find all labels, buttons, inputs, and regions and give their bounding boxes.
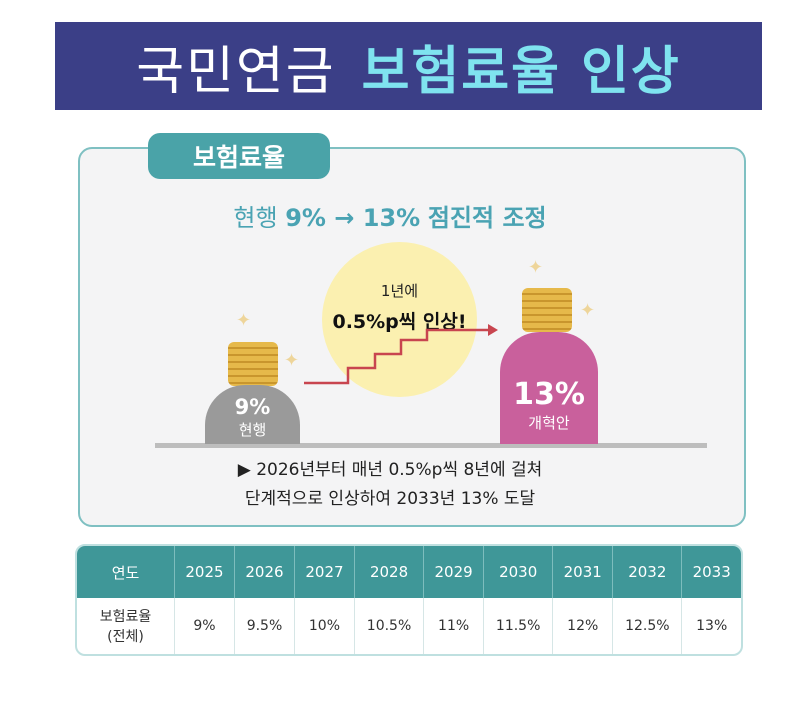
title-banner: 국민연금 보험료율 인상	[55, 22, 762, 110]
rate-cell: 11%	[424, 598, 485, 654]
sparkle-icon: ✦	[580, 300, 596, 321]
note-line1: ▶ 2026년부터 매년 0.5%p씩 8년에 걸쳐	[237, 460, 543, 480]
year-cell: 2031	[553, 546, 614, 598]
year-cell: 2025	[175, 546, 235, 598]
row-label: 보험료율 (전체)	[77, 598, 175, 654]
banner-title-part1: 국민연금	[136, 41, 336, 102]
rate-cell: 13%	[696, 618, 728, 634]
sparkle-icon: ✦	[284, 350, 300, 371]
bubble-line2: 0.5%p씩 인상!	[332, 311, 467, 333]
subtitle: 현행 9% → 13% 점진적 조정	[150, 198, 630, 233]
reform-label: 개혁안	[528, 414, 570, 432]
rate-cell: 9%	[175, 598, 235, 654]
year-cell: 2032	[613, 546, 683, 598]
rate-schedule-table: 연도 2025 2026 2027 2028 2029 2030 2031 20…	[75, 544, 743, 656]
table-header-row: 연도 2025 2026 2027 2028 2029 2030 2031 20…	[77, 546, 741, 598]
year-cell: 2029	[424, 546, 485, 598]
ground-line	[155, 443, 707, 448]
reform-rate-pillar: 13% 개혁안	[500, 332, 598, 444]
rate-cell: 10%	[295, 598, 355, 654]
rate-cell: 9.5%	[235, 598, 295, 654]
year-cell: 2033	[682, 546, 741, 598]
current-rate-pillar: 9% 현행	[205, 385, 300, 444]
rate-cell: 10.5%	[355, 598, 425, 654]
year-cell: 2026	[234, 546, 295, 598]
reform-percent: 13%	[513, 377, 585, 412]
subtitle-bold: 9% → 13%	[285, 204, 421, 232]
rate-cell: 11.5%	[484, 598, 554, 654]
subtitle-prefix: 현행	[233, 204, 278, 232]
row-label-line2: (전체)	[107, 629, 144, 645]
year-cell: 2027	[294, 546, 355, 598]
banner-title-part2: 보험료율 인상	[361, 41, 681, 102]
current-label: 현행	[238, 421, 267, 439]
header-label: 연도	[77, 546, 175, 598]
sparkle-icon: ✦	[236, 310, 252, 331]
current-percent: 9%	[234, 395, 271, 419]
coin-stack-icon	[228, 342, 278, 386]
section-tab: 보험료율	[148, 133, 330, 179]
row-label-line1: 보험료율	[99, 609, 152, 625]
note-line2: 단계적으로 인상하여 2033년 13% 도달	[244, 489, 536, 509]
note: ▶ 2026년부터 매년 0.5%p씩 8년에 걸쳐 단계적으로 인상하여 20…	[150, 456, 630, 514]
subtitle-suffix: 점진적 조정	[427, 204, 547, 232]
rate-cell: 12.5%	[613, 598, 683, 654]
bubble-line1: 1년에	[380, 282, 419, 300]
table-row: 보험료율 (전체) 9% 9.5% 10% 10.5% 11% 11.5% 12%…	[77, 598, 741, 654]
stair-arrow-icon	[304, 324, 498, 385]
coin-stack-icon	[522, 288, 572, 332]
rate-cell: 12%	[553, 598, 614, 654]
year-cell: 2030	[484, 546, 554, 598]
year-cell: 2028	[354, 546, 425, 598]
sparkle-icon: ✦	[528, 257, 544, 278]
